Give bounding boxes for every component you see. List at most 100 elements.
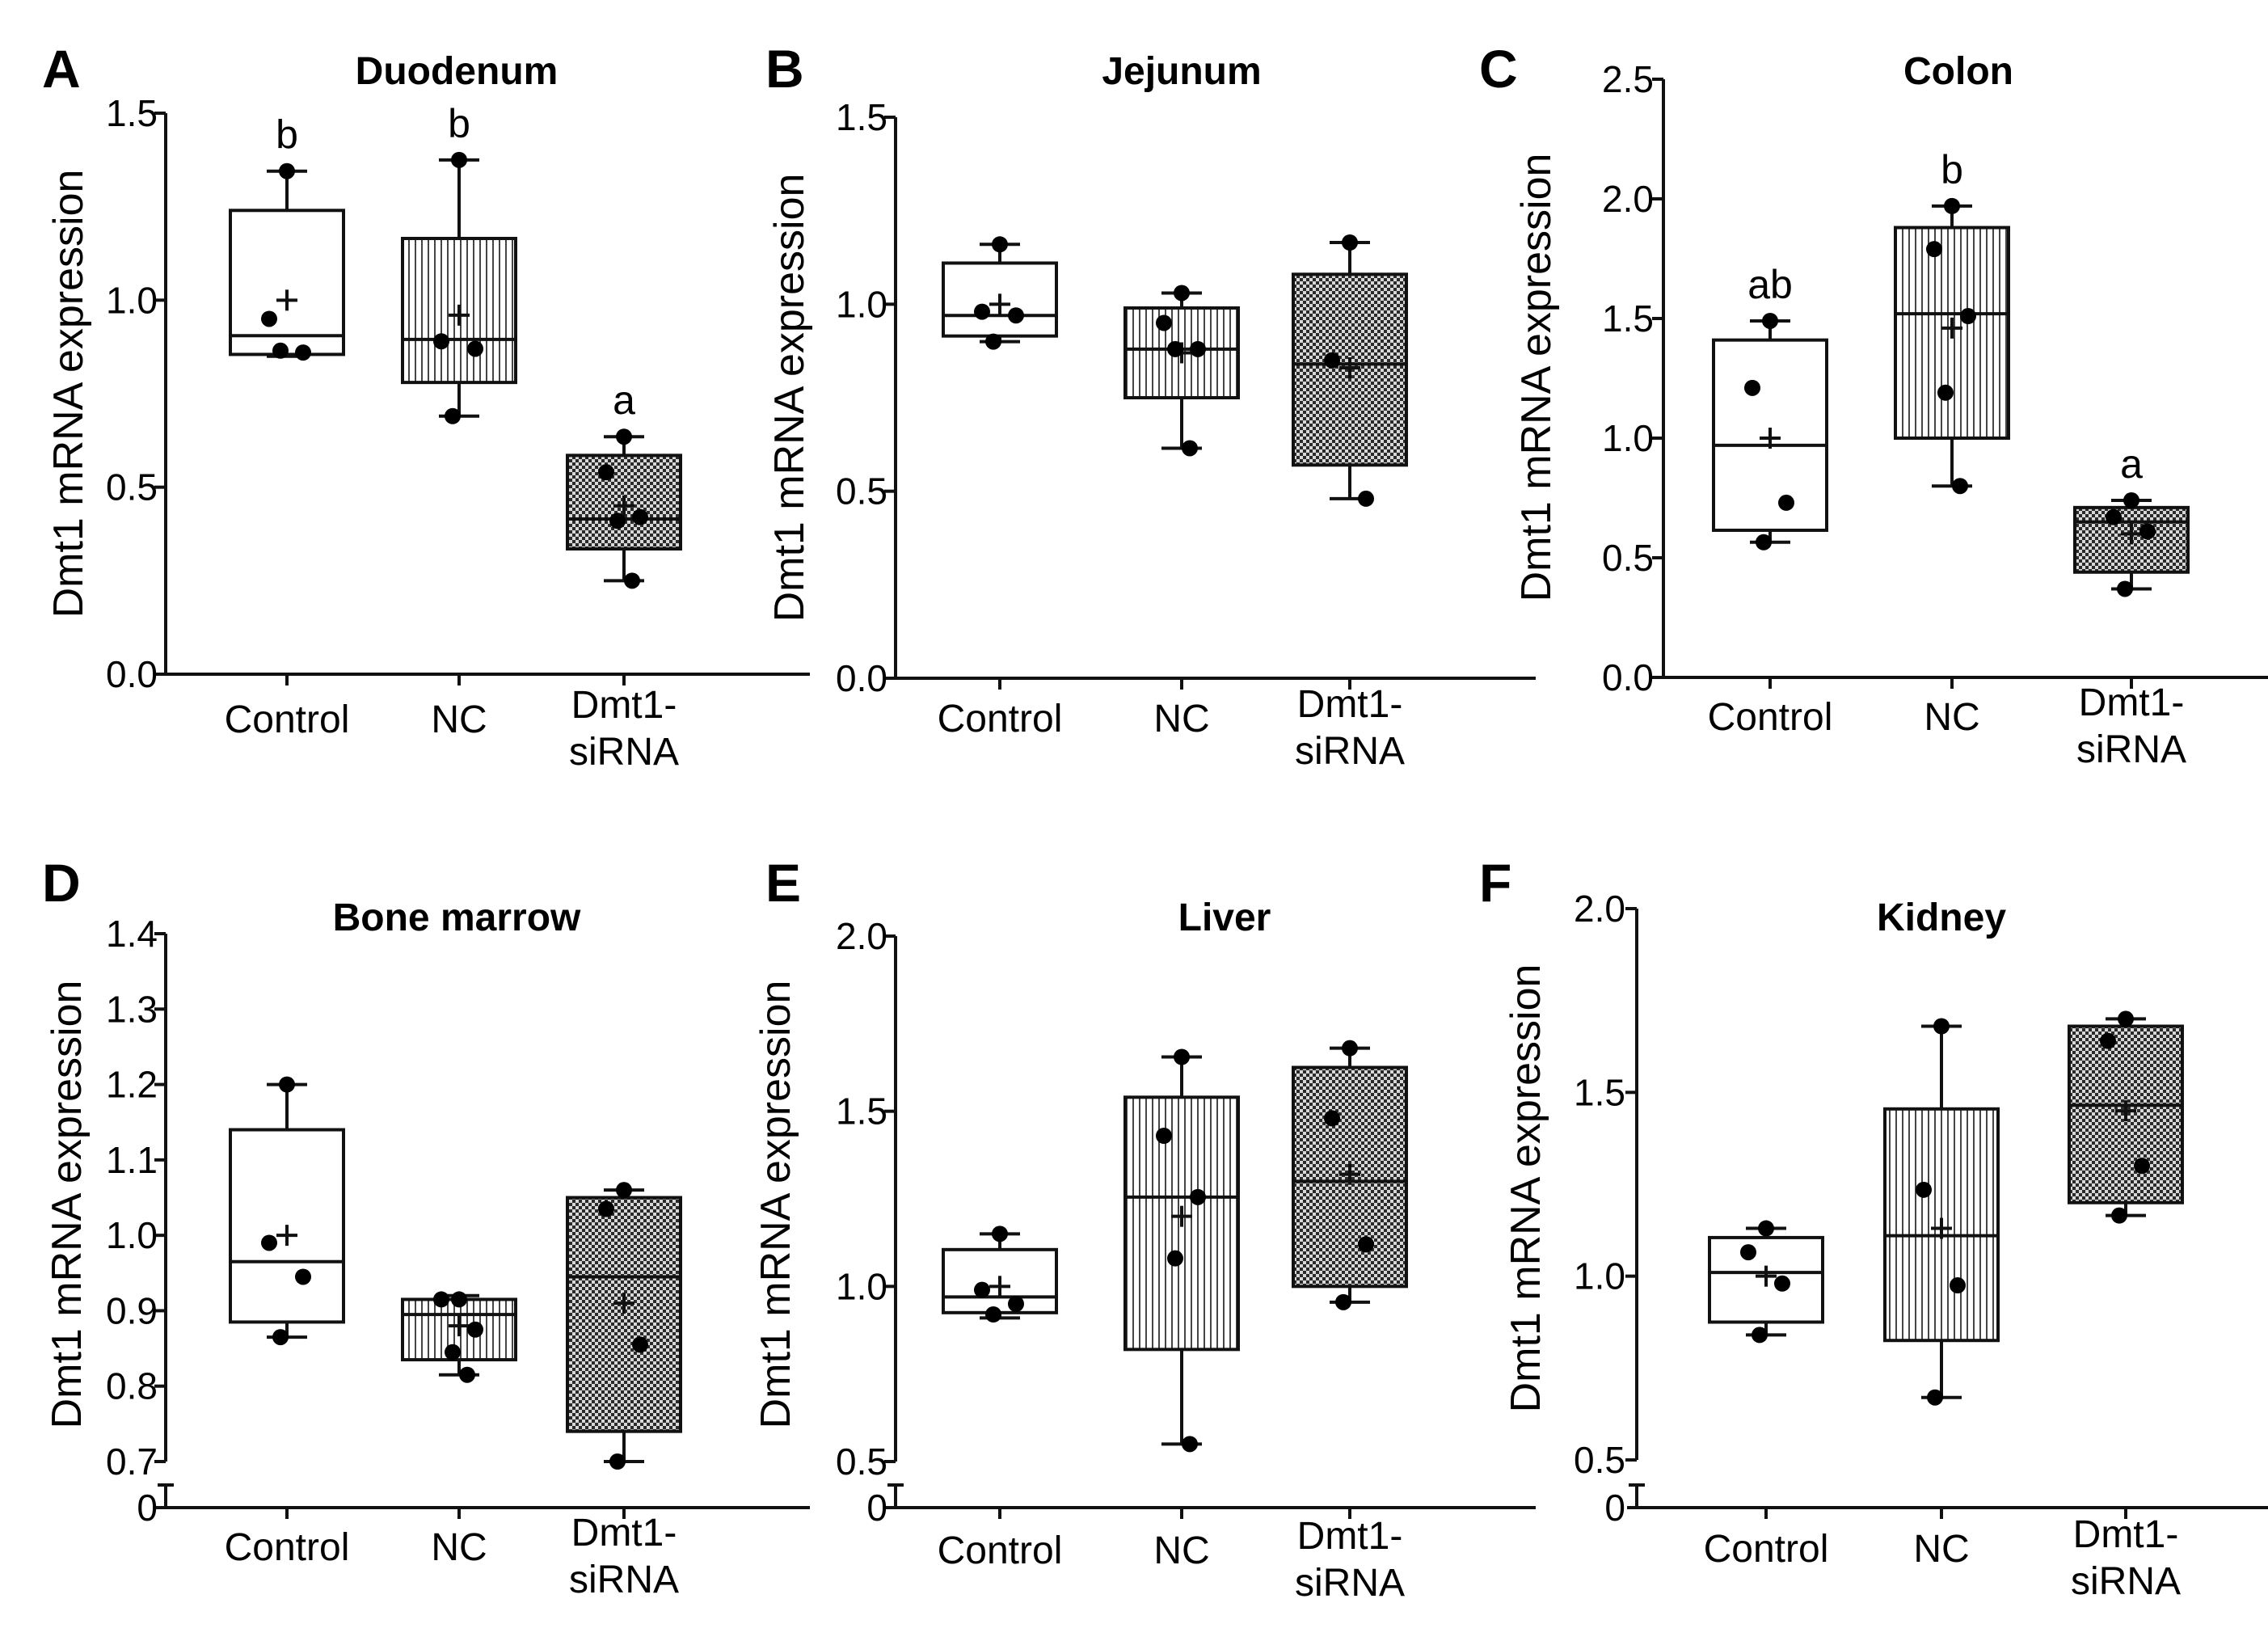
category-label: Control	[225, 1526, 350, 1569]
panel-f: F Kidney Dmt1 mRNA expression 0 0.5 1.0 1.5 2.0…	[1479, 853, 2268, 1603]
data-point	[632, 1336, 648, 1353]
y-tick-label: 1.5	[836, 1090, 887, 1133]
category-label: Control	[1708, 696, 1833, 739]
data-point	[1774, 1275, 1790, 1292]
y-tick-label: 0	[1604, 1487, 1625, 1529]
y-tick-label: 1.3	[106, 988, 158, 1030]
panel-letter: E	[765, 853, 801, 913]
significance-letter: b	[448, 101, 470, 146]
data-point	[616, 428, 632, 445]
category-label: NC	[1924, 696, 1979, 739]
data-point	[632, 508, 648, 525]
significance-letter: b	[276, 112, 298, 158]
data-point	[451, 151, 467, 168]
category-label: NC	[431, 698, 487, 741]
data-point	[985, 333, 1001, 350]
y-tick-label: 1.2	[106, 1064, 158, 1106]
y-tick-label: 0.0	[836, 657, 887, 699]
category-label: Dmt1-	[571, 684, 677, 727]
data-point	[2123, 491, 2139, 508]
data-point	[2139, 523, 2156, 540]
data-point	[1156, 314, 1172, 331]
panel-letter: F	[1479, 853, 1511, 913]
category-label: siRNA	[2076, 728, 2186, 771]
box-dmt1-sirna: a	[566, 378, 682, 589]
category-label: NC	[1913, 1528, 1969, 1571]
data-point	[1944, 197, 1960, 214]
panel-b: B Jejunum Dmt1 mRNA expression 0.0 0.5 1.0 1.5…	[765, 39, 1536, 773]
box-nc	[1123, 285, 1240, 457]
y-axis-label: Dmt1 mRNA expression	[1503, 964, 1549, 1413]
category-label: NC	[431, 1526, 487, 1569]
data-point	[1167, 340, 1183, 357]
data-point	[1174, 1048, 1190, 1065]
category-label: Dmt1-	[1297, 1515, 1403, 1558]
panel-letter: C	[1479, 39, 1518, 99]
box-dmt1-sirna	[1292, 234, 1408, 507]
category-label: Control	[225, 698, 350, 741]
box-dmt1-sirna: a	[2073, 441, 2190, 597]
data-point	[433, 1291, 449, 1308]
y-tick-label: 1.5	[836, 96, 887, 138]
y-tick-label: 2.0	[836, 915, 887, 957]
data-point	[598, 1200, 614, 1217]
data-point	[1752, 1327, 1768, 1344]
panel-a: A Duodenum Dmt1 mRNA expression 0.0 0.5 1.0 1.…	[42, 39, 810, 774]
data-point	[1182, 1436, 1198, 1453]
data-point	[2118, 1010, 2134, 1027]
panel-letter: A	[42, 39, 81, 99]
y-tick-label: 0.7	[106, 1441, 158, 1483]
data-point	[295, 344, 311, 361]
iqr-box	[942, 261, 1058, 338]
data-point	[1190, 1188, 1206, 1205]
y-tick-label: 1.0	[836, 283, 887, 325]
data-point	[1358, 490, 1374, 507]
y-tick-label: 1.0	[1574, 1255, 1625, 1297]
category-label: siRNA	[1295, 730, 1405, 773]
data-point	[1167, 1250, 1183, 1267]
data-point	[992, 1225, 1008, 1242]
data-point	[295, 1268, 311, 1285]
panel-e: E Liver Dmt1 mRNA expression 00.5 1.0 1.5 2.0 C…	[752, 853, 1536, 1605]
data-point	[1156, 1128, 1172, 1144]
box-nc	[401, 1291, 517, 1383]
data-point	[616, 1182, 632, 1199]
significance-letter: b	[1941, 147, 1963, 192]
data-point	[985, 1306, 1001, 1323]
y-tick-label: 0.0	[106, 653, 158, 695]
panel-letter: D	[42, 853, 81, 913]
panel-title: Kidney	[1877, 896, 2006, 939]
data-point	[2117, 580, 2133, 597]
box-nc	[1123, 1048, 1240, 1453]
category-label: siRNA	[569, 731, 679, 774]
box-control	[942, 236, 1058, 350]
data-point	[279, 162, 295, 179]
data-point	[451, 1291, 467, 1308]
y-tick-label: 0.5	[1602, 537, 1654, 579]
category-label: Dmt1-	[2079, 681, 2185, 724]
data-point	[467, 1321, 483, 1338]
data-point	[1937, 384, 1954, 401]
category-label: Dmt1-	[571, 1512, 677, 1555]
panel-title: Jejunum	[1102, 50, 1261, 93]
data-point	[1324, 352, 1340, 369]
data-point	[1933, 1018, 1950, 1035]
data-point	[1927, 1389, 1943, 1406]
panel-title: Bone marrow	[333, 896, 581, 939]
panel-title: Duodenum	[356, 50, 559, 93]
category-label: siRNA	[2071, 1560, 2181, 1603]
data-point	[1182, 440, 1198, 457]
data-point	[598, 464, 614, 481]
y-tick-label: 2.0	[1574, 888, 1625, 930]
data-point	[1324, 1110, 1340, 1127]
data-point	[1342, 1040, 1358, 1057]
data-point	[445, 407, 461, 424]
y-axis-label: Dmt1 mRNA expression	[752, 981, 799, 1429]
data-point	[609, 513, 626, 529]
y-axis-label: Dmt1 mRNA expression	[766, 174, 813, 622]
data-point	[1358, 1236, 1374, 1253]
data-point	[467, 340, 483, 357]
category-label: NC	[1153, 1529, 1209, 1572]
category-label: NC	[1153, 698, 1209, 740]
panel-letter: B	[765, 39, 804, 99]
